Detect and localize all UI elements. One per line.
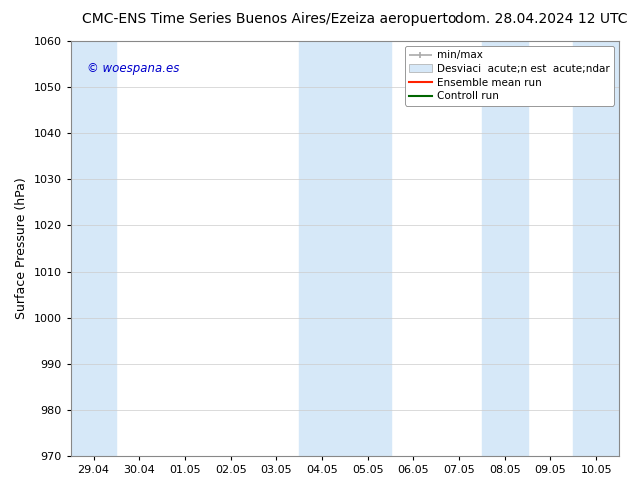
Bar xyxy=(299,41,391,456)
Legend: min/max, Desviaci  acute;n est  acute;ndar, Ensemble mean run, Controll run: min/max, Desviaci acute;n est acute;ndar… xyxy=(404,46,614,105)
Text: CMC-ENS Time Series Buenos Aires/Ezeiza aeropuerto: CMC-ENS Time Series Buenos Aires/Ezeiza … xyxy=(82,12,457,26)
Bar xyxy=(482,41,527,456)
Text: dom. 28.04.2024 12 UTC: dom. 28.04.2024 12 UTC xyxy=(455,12,628,26)
Y-axis label: Surface Pressure (hPa): Surface Pressure (hPa) xyxy=(15,178,28,319)
Text: © woespana.es: © woespana.es xyxy=(87,62,179,75)
Bar xyxy=(71,41,117,456)
Bar xyxy=(573,41,619,456)
